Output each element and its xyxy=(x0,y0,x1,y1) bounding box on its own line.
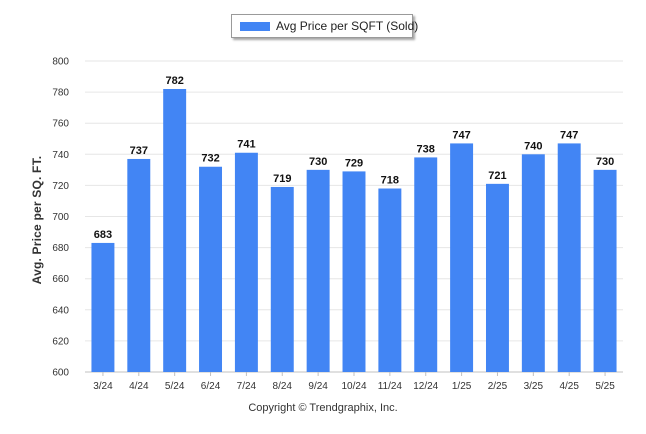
bar-value-label: 732 xyxy=(201,153,219,165)
copyright-text: Copyright © Trendgraphix, Inc. xyxy=(248,402,398,414)
bar xyxy=(199,166,223,372)
bar-value-label: 683 xyxy=(94,229,112,241)
bar-value-label: 721 xyxy=(488,170,506,182)
y-tick-label: 700 xyxy=(52,212,69,223)
y-tick-label: 780 xyxy=(52,88,69,99)
bar-value-label: 737 xyxy=(130,145,148,157)
x-tick-label: 9/24 xyxy=(308,381,328,392)
x-tick-label: 8/24 xyxy=(273,381,293,392)
y-tick-label: 800 xyxy=(52,57,69,68)
x-tick-label: 5/25 xyxy=(595,381,615,392)
y-tick-label: 600 xyxy=(52,368,69,379)
y-tick-label: 660 xyxy=(52,274,69,285)
x-tick-label: 7/24 xyxy=(237,381,257,392)
bar xyxy=(91,242,115,372)
legend-label: Avg Price per SQFT (Sold) xyxy=(276,19,419,33)
x-tick-label: 6/24 xyxy=(201,381,221,392)
x-tick-label: 10/24 xyxy=(341,381,366,392)
bar xyxy=(485,183,509,372)
x-tick-label: 11/24 xyxy=(378,381,403,392)
x-tick-label: 5/24 xyxy=(165,381,185,392)
bar xyxy=(378,188,402,372)
bar xyxy=(163,88,187,373)
y-tick-label: 720 xyxy=(52,181,69,192)
bar-value-label: 747 xyxy=(452,129,470,141)
y-axis-title: Avg. Price per SQ. FT. xyxy=(30,155,44,285)
bar-value-label: 719 xyxy=(273,173,291,185)
y-tick-label: 760 xyxy=(52,119,69,130)
x-tick-label: 2/25 xyxy=(488,381,508,392)
bar-value-label: 741 xyxy=(237,139,255,151)
bar-value-label: 782 xyxy=(165,75,183,87)
bar xyxy=(306,169,330,372)
x-tick-label: 4/24 xyxy=(129,381,149,392)
bar-value-label: 718 xyxy=(381,175,399,187)
x-tick-label: 4/25 xyxy=(559,381,579,392)
y-tick-label: 620 xyxy=(52,336,69,347)
bars xyxy=(91,88,617,373)
x-tick-label: 3/25 xyxy=(524,381,544,392)
bar xyxy=(127,158,151,372)
y-tick-label: 740 xyxy=(52,150,69,161)
bar xyxy=(342,171,366,372)
y-axis-ticks: 600 620 640 660 680 700 720 740 760 780 800 xyxy=(52,57,69,379)
bar xyxy=(593,169,617,372)
x-tick-label: 1/25 xyxy=(452,381,472,392)
legend[interactable]: Avg Price per SQFT (Sold) xyxy=(231,14,418,38)
bar-value-label: 738 xyxy=(417,143,435,155)
bar xyxy=(234,152,258,372)
x-tick-label: 12/24 xyxy=(413,381,438,392)
bar-value-label: 730 xyxy=(596,156,614,168)
bar-value-label: 729 xyxy=(345,157,363,169)
y-tick-label: 640 xyxy=(52,305,69,316)
bar-value-label: 730 xyxy=(309,156,327,168)
bar xyxy=(450,143,474,372)
bar xyxy=(414,157,438,372)
bar xyxy=(521,154,545,372)
y-tick-label: 680 xyxy=(52,243,69,254)
bar-value-label: 740 xyxy=(524,140,542,152)
bar xyxy=(557,143,581,372)
bar-value-label: 747 xyxy=(560,129,578,141)
data-labels: 683 737 782 732 741 719 730 729 718 738 747 721 740 7… xyxy=(94,75,614,241)
legend-swatch xyxy=(240,22,270,31)
x-axis-ticks: 3/24 4/24 5/24 6/24 7/24 8/24 9/24 10/24 11/24 12… xyxy=(93,372,615,392)
bar xyxy=(270,186,294,372)
x-tick-label: 3/24 xyxy=(93,381,113,392)
